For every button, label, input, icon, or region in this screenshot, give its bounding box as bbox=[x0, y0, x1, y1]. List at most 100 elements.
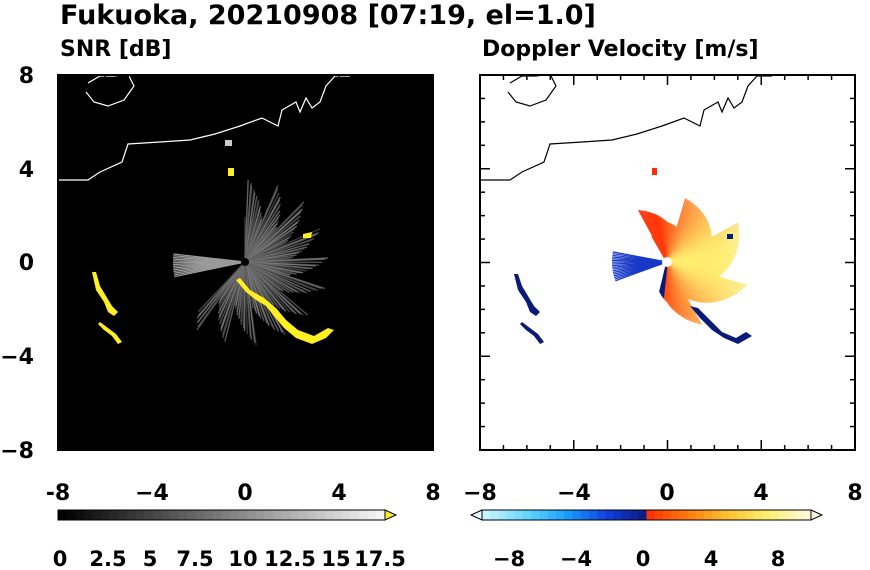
doppler-velocity-ray bbox=[659, 261, 668, 293]
doppler-colorbar-cell bbox=[547, 510, 557, 520]
snr-colorbar-cell bbox=[350, 510, 360, 520]
doppler-colorbar-cell bbox=[605, 510, 615, 520]
doppler-colorbar-cell bbox=[523, 510, 532, 520]
snr-colorbar-cell bbox=[359, 510, 369, 520]
doppler-colorbar-cell bbox=[753, 510, 763, 520]
doppler-colorbar-cell bbox=[802, 510, 812, 520]
doppler-axis-ticks bbox=[479, 74, 856, 451]
doppler-colorbar-cell bbox=[498, 510, 508, 520]
doppler-colorbar-cell bbox=[588, 510, 598, 520]
doppler-colorbar-cell bbox=[769, 510, 779, 520]
doppler-x-tick-label: 4 bbox=[753, 481, 768, 506]
snr-colorbar bbox=[57, 509, 398, 521]
snr-colorbar-label: 0 bbox=[53, 547, 68, 570]
doppler-colorbar-cell bbox=[671, 510, 680, 520]
doppler-panel: −8 −4 0 4 8 bbox=[463, 74, 863, 506]
doppler-colorbar-extend-arrow bbox=[810, 509, 824, 521]
doppler-colorbar-labels: −8 −4 0 4 8 bbox=[493, 547, 785, 570]
snr-colorbar-cell bbox=[376, 510, 386, 520]
snr-echo-group bbox=[92, 140, 334, 344]
doppler-colorbar-cell bbox=[621, 510, 631, 520]
doppler-colorbar-cell bbox=[630, 510, 639, 520]
snr-colorbar-cell bbox=[126, 510, 136, 520]
snr-colorbar-cell bbox=[178, 510, 188, 520]
snr-colorbar-cell bbox=[109, 510, 119, 520]
snr-x-tick-label: 0 bbox=[237, 481, 252, 506]
snr-x-tick-labels: -8 −4 0 4 8 bbox=[46, 481, 441, 506]
doppler-colorbar-cell bbox=[687, 510, 697, 520]
snr-y-tick-label: −4 bbox=[0, 345, 34, 370]
snr-colorbar-cell bbox=[298, 510, 309, 520]
doppler-colorbar-cell bbox=[564, 510, 573, 520]
snr-colorbar-label: 5 bbox=[143, 547, 158, 570]
snr-colorbar-cell bbox=[92, 510, 102, 520]
snr-x-tick-label: -8 bbox=[46, 481, 70, 506]
snr-colorbar-cell bbox=[101, 510, 111, 520]
snr-echo-speck bbox=[225, 140, 232, 146]
doppler-colorbar-cell bbox=[794, 510, 804, 520]
doppler-colorbar-cell bbox=[506, 510, 516, 520]
doppler-colorbar-cell bbox=[613, 510, 623, 520]
snr-colorbar-cell bbox=[238, 510, 248, 520]
snr-colorbar-cell bbox=[187, 510, 197, 520]
snr-y-tick-label: 8 bbox=[19, 64, 34, 89]
snr-colorbar-cell bbox=[58, 510, 68, 520]
radar-site-marker bbox=[662, 257, 672, 267]
doppler-x-tick-labels: −8 −4 0 4 8 bbox=[463, 481, 863, 506]
doppler-colorbar-cell bbox=[580, 510, 590, 520]
snr-colorbar-cell bbox=[195, 510, 205, 520]
snr-panel: -8 −4 0 4 8 8 4 0 −4 −8 bbox=[0, 64, 440, 506]
snr-x-tick-label: 8 bbox=[425, 481, 440, 506]
doppler-colorbar-label: −8 bbox=[493, 547, 525, 570]
snr-colorbar-label: 2.5 bbox=[89, 547, 126, 570]
snr-colorbar-cell bbox=[152, 510, 162, 520]
doppler-colorbar-cell bbox=[482, 510, 491, 520]
doppler-colorbar-label: −4 bbox=[560, 547, 592, 570]
snr-y-tick-labels: 8 4 0 −4 −8 bbox=[0, 64, 34, 464]
snr-colorbar-cell bbox=[169, 510, 179, 520]
snr-colorbar-cell bbox=[230, 510, 240, 520]
doppler-colorbar-cell bbox=[490, 510, 499, 520]
snr-colorbar-label: 17.5 bbox=[354, 547, 406, 570]
snr-y-tick-label: 0 bbox=[19, 251, 34, 276]
doppler-colorbar-cell bbox=[761, 510, 771, 520]
snr-colorbar-cell bbox=[333, 510, 343, 520]
doppler-echo-southwest bbox=[520, 322, 544, 344]
snr-x-tick-label: −4 bbox=[135, 481, 169, 506]
doppler-velocity-ray bbox=[612, 251, 668, 263]
snr-colorbar-cell bbox=[273, 510, 283, 520]
doppler-colorbar-cell bbox=[662, 510, 672, 520]
snr-colorbar-cell bbox=[144, 510, 154, 520]
doppler-colorbar-cell bbox=[646, 510, 656, 520]
snr-clutter-ray bbox=[197, 261, 246, 312]
snr-colorbar-cell bbox=[307, 510, 317, 520]
snr-clutter-fan bbox=[172, 180, 328, 346]
doppler-x-tick-label: 8 bbox=[847, 481, 862, 506]
snr-echo-west bbox=[92, 272, 118, 316]
doppler-colorbar-cell bbox=[679, 510, 689, 520]
snr-colorbar-label: 15 bbox=[321, 547, 350, 570]
snr-colorbar-cell bbox=[118, 510, 128, 520]
doppler-colorbar-cell bbox=[695, 510, 705, 520]
snr-colorbar-cell bbox=[221, 510, 231, 520]
doppler-echo-south bbox=[690, 306, 752, 344]
doppler-colorbar-cell bbox=[712, 510, 722, 520]
snr-y-tick-label: −8 bbox=[0, 439, 34, 464]
doppler-colorbar-cell bbox=[654, 510, 664, 520]
doppler-colorbar bbox=[469, 509, 824, 521]
snr-panel-title: SNR [dB] bbox=[60, 37, 171, 62]
doppler-colorbar-cell bbox=[638, 510, 647, 520]
snr-echo-south bbox=[236, 278, 334, 344]
snr-colorbar-cell bbox=[316, 510, 326, 520]
snr-clutter-ray bbox=[173, 253, 246, 263]
doppler-colorbar-cell bbox=[531, 510, 541, 520]
snr-colorbar-label: 7.5 bbox=[176, 547, 213, 570]
snr-x-tick-label: 4 bbox=[331, 481, 346, 506]
snr-colorbar-cell bbox=[290, 510, 300, 520]
doppler-colorbar-cell bbox=[514, 510, 524, 520]
snr-colorbar-extend-arrow bbox=[384, 509, 398, 521]
snr-colorbar-label: 10 bbox=[228, 547, 257, 570]
snr-colorbar-cell bbox=[264, 510, 274, 520]
doppler-colorbar-cell bbox=[736, 510, 746, 520]
